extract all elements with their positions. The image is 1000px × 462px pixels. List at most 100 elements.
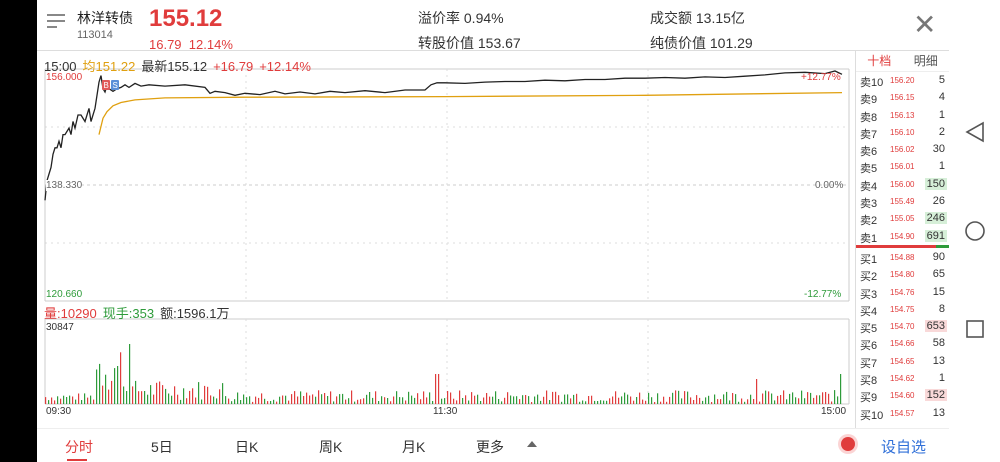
premium-stat: 溢价率 0.94% (418, 8, 504, 28)
caret-up-icon[interactable] (527, 441, 537, 447)
level-label: 买2 (860, 271, 878, 284)
volume-bar (594, 400, 596, 404)
volume-bar (363, 398, 365, 404)
volume-bar (309, 395, 311, 404)
order-book-row[interactable]: 买10 154.57 13 (856, 405, 949, 422)
volume-bar (501, 401, 503, 404)
volume-bar (666, 401, 668, 404)
record-dot-icon[interactable] (841, 437, 855, 451)
order-book-row[interactable]: 买7 154.65 13 (856, 353, 949, 370)
buy-marker[interactable] (102, 80, 110, 90)
volume-bar (672, 392, 674, 404)
level-label: 卖4 (860, 180, 878, 193)
order-book-panel: 十档 明细 卖10 156.20 5 卖9 156.15 4 卖8 156.13 1 卖7 156.… (855, 50, 949, 428)
home-icon[interactable] (964, 220, 986, 242)
tab-detail[interactable]: 明细 (913, 54, 938, 68)
close-icon[interactable]: ✕ (913, 9, 937, 40)
level-label: 买7 (860, 357, 878, 370)
order-book-row[interactable]: 卖8 156.13 1 (856, 107, 949, 124)
tab-5-day[interactable]: 5日 (151, 439, 173, 455)
volume-bar (777, 395, 779, 404)
sell-marker-label: S (113, 81, 118, 90)
volume-bar (783, 390, 785, 404)
order-book-row[interactable]: 卖2 155.05 246 (856, 210, 949, 227)
level-label: 买1 (860, 253, 878, 266)
order-book-row[interactable]: 卖9 156.15 4 (856, 89, 949, 106)
volume-bar (642, 399, 644, 404)
volume-bar (393, 396, 395, 404)
level-price: 154.75 (890, 304, 915, 314)
volume-bar (273, 399, 275, 404)
volume-bar (108, 389, 110, 404)
level-price: 156.10 (890, 127, 915, 137)
tab-intraday[interactable]: 分时 (65, 439, 93, 455)
volume-bar (396, 391, 398, 404)
order-book-row[interactable]: 卖5 156.01 1 (856, 158, 949, 175)
volume-bar (321, 394, 323, 404)
add-watchlist-button[interactable]: 设自选 (881, 439, 927, 456)
level-price: 156.13 (890, 110, 915, 120)
tab-ten-levels[interactable]: 十档 (867, 54, 892, 68)
order-book-row[interactable]: 卖7 156.10 2 (856, 124, 949, 141)
volume-bar (372, 397, 374, 404)
volume-bar (732, 393, 734, 404)
quote-screen: 林洋转债 113014 155.12 16.79 12.14% 溢价率 0.94… (37, 0, 949, 462)
volume-bar (240, 400, 242, 404)
order-book-row[interactable]: 买1 154.88 90 (856, 249, 949, 266)
level-volume: 30 (932, 143, 945, 156)
order-book-row[interactable]: 卖4 156.00 150 (856, 176, 949, 193)
volume-bar (126, 391, 128, 404)
level-price: 154.62 (890, 374, 915, 384)
sell-marker[interactable] (111, 80, 119, 90)
volume-bar (390, 401, 392, 404)
volume-bar (456, 400, 458, 404)
y-mid-label: 138.330 (46, 180, 83, 191)
order-book-row[interactable]: 买8 154.62 1 (856, 370, 949, 387)
volume-bar (477, 394, 479, 404)
volume-bar (606, 400, 608, 404)
order-book-row[interactable]: 卖3 155.49 26 (856, 193, 949, 210)
order-book-row[interactable]: 买5 154.70 653 (856, 318, 949, 335)
volume-bar (489, 396, 491, 404)
last-price: 155.12 (149, 5, 223, 32)
order-book-row[interactable]: 卖1 154.90 691 (856, 228, 949, 245)
level-volume: 90 (932, 250, 945, 263)
volume-bar (681, 398, 683, 404)
order-book-row[interactable]: 卖6 156.02 30 (856, 141, 949, 158)
chart-info-line: 15:00 均151.22 最新155.12 +16.79 +12.14% (44, 56, 317, 75)
volume-bar (483, 397, 485, 404)
time-end-label: 15:00 (821, 406, 847, 417)
level-price: 154.60 (890, 391, 915, 401)
volume-bar (438, 374, 440, 404)
volume-bar (423, 391, 425, 404)
volume-bar (288, 400, 290, 404)
intraday-chart[interactable]: B S 15:00 均151.22 最新155.12 +16.79 +12.14% 15… (37, 50, 949, 425)
volume-bar (60, 398, 62, 404)
volume-bar (153, 394, 155, 404)
volume-bar (345, 399, 347, 404)
back-icon[interactable] (965, 121, 985, 143)
tab-more[interactable]: 更多 (476, 439, 504, 455)
tab-day-k[interactable]: 日K (235, 439, 259, 455)
volume-bar (210, 395, 212, 404)
pct-low-label: -12.77% (804, 289, 842, 300)
order-book-row[interactable]: 卖10 156.20 5 (856, 72, 949, 89)
order-book-row[interactable]: 买3 154.76 15 (856, 284, 949, 301)
volume-bar (207, 386, 209, 404)
tab-month-k[interactable]: 月K (402, 439, 426, 455)
volume-bar (750, 394, 752, 404)
volume-bar (465, 395, 467, 404)
order-book-row[interactable]: 买6 154.66 58 (856, 335, 949, 352)
order-book-row[interactable]: 买2 154.80 65 (856, 266, 949, 283)
tab-week-k[interactable]: 周K (319, 439, 343, 455)
recents-icon[interactable] (965, 319, 985, 339)
menu-icon[interactable] (47, 14, 65, 28)
change-values: 16.79 12.14% (149, 37, 233, 51)
order-book-row[interactable]: 买9 154.60 152 (856, 387, 949, 404)
volume-bar (51, 397, 53, 404)
volume-bar (756, 379, 758, 404)
volume-bar (693, 400, 695, 404)
volume-bar (165, 388, 167, 404)
level-label: 买6 (860, 340, 878, 353)
order-book-row[interactable]: 买4 154.75 8 (856, 301, 949, 318)
